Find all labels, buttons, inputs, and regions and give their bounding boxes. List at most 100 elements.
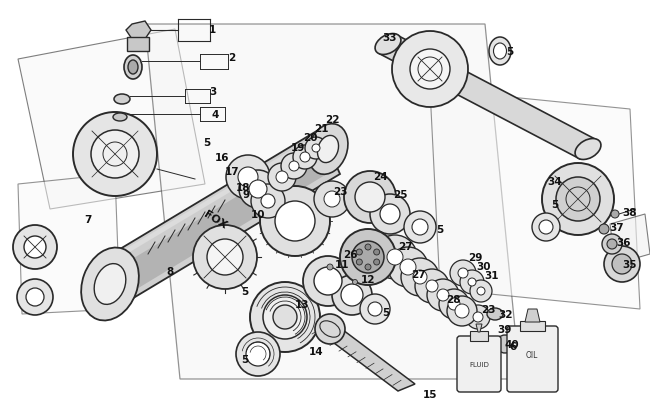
Circle shape	[612, 254, 632, 274]
Circle shape	[455, 304, 469, 318]
Ellipse shape	[113, 114, 127, 121]
Polygon shape	[610, 215, 650, 264]
Circle shape	[496, 335, 514, 353]
Ellipse shape	[128, 61, 138, 75]
Text: 36: 36	[617, 237, 631, 247]
Circle shape	[13, 226, 57, 269]
Circle shape	[289, 162, 299, 172]
Polygon shape	[127, 38, 149, 52]
Circle shape	[249, 181, 267, 198]
Polygon shape	[525, 309, 540, 322]
Text: FLUID: FLUID	[469, 361, 489, 367]
Circle shape	[91, 131, 139, 179]
Text: FOX: FOX	[202, 209, 228, 230]
Circle shape	[380, 205, 400, 224]
Circle shape	[355, 183, 385, 213]
Ellipse shape	[308, 124, 348, 175]
Circle shape	[352, 280, 358, 285]
Text: 34: 34	[548, 177, 562, 187]
Text: 27: 27	[411, 269, 425, 279]
Circle shape	[427, 279, 459, 311]
Polygon shape	[520, 321, 545, 331]
Circle shape	[539, 220, 553, 234]
Polygon shape	[18, 30, 205, 209]
Circle shape	[246, 342, 270, 366]
Text: 14: 14	[309, 346, 323, 356]
Circle shape	[238, 168, 258, 188]
Text: 26: 26	[343, 249, 358, 259]
Circle shape	[24, 237, 46, 258]
Circle shape	[611, 211, 619, 218]
Text: 2: 2	[228, 53, 235, 63]
Circle shape	[387, 249, 403, 265]
Circle shape	[268, 164, 296, 192]
Circle shape	[226, 156, 270, 200]
Circle shape	[470, 280, 492, 302]
Circle shape	[305, 138, 327, 160]
Circle shape	[315, 314, 345, 344]
Circle shape	[73, 113, 157, 196]
Text: 23: 23	[481, 304, 495, 314]
Text: 25: 25	[393, 190, 408, 200]
Ellipse shape	[94, 264, 126, 305]
Circle shape	[468, 278, 476, 286]
Circle shape	[300, 153, 310, 162]
Ellipse shape	[575, 139, 601, 160]
Circle shape	[276, 172, 288, 183]
Circle shape	[413, 270, 427, 284]
Text: 13: 13	[294, 299, 309, 309]
Circle shape	[239, 171, 277, 209]
Text: OIL: OIL	[526, 350, 538, 358]
Circle shape	[365, 264, 371, 270]
Circle shape	[473, 312, 483, 322]
Text: 31: 31	[485, 270, 499, 280]
Text: 8: 8	[166, 266, 174, 276]
Text: 23: 23	[333, 187, 347, 196]
Text: 6: 6	[510, 341, 517, 351]
Text: 32: 32	[499, 309, 514, 319]
Text: 30: 30	[476, 261, 491, 271]
Polygon shape	[126, 22, 151, 40]
Circle shape	[447, 296, 477, 326]
Circle shape	[314, 267, 342, 295]
Text: 15: 15	[422, 389, 437, 399]
Circle shape	[341, 284, 363, 306]
Circle shape	[542, 164, 614, 235]
Circle shape	[556, 177, 600, 222]
Text: 11: 11	[335, 259, 349, 269]
Text: 9: 9	[242, 190, 250, 200]
Text: 37: 37	[610, 222, 624, 232]
Circle shape	[261, 194, 275, 209]
Circle shape	[370, 194, 410, 234]
Text: 17: 17	[225, 166, 239, 177]
Text: 27: 27	[398, 241, 412, 252]
Text: 10: 10	[251, 209, 265, 220]
Circle shape	[412, 220, 428, 235]
Circle shape	[426, 280, 438, 292]
Circle shape	[360, 294, 390, 324]
Polygon shape	[97, 132, 328, 277]
Circle shape	[275, 202, 315, 241]
Circle shape	[327, 264, 333, 270]
Text: 18: 18	[236, 183, 250, 192]
Polygon shape	[145, 25, 520, 379]
Ellipse shape	[375, 34, 401, 55]
Ellipse shape	[489, 38, 511, 66]
Circle shape	[401, 258, 439, 296]
Circle shape	[263, 295, 307, 339]
Circle shape	[460, 270, 484, 294]
Circle shape	[303, 256, 353, 306]
Polygon shape	[18, 175, 120, 314]
Circle shape	[344, 172, 396, 224]
Ellipse shape	[81, 248, 139, 321]
Text: 1: 1	[209, 25, 216, 35]
Text: 39: 39	[498, 324, 512, 334]
Circle shape	[374, 249, 380, 256]
Circle shape	[477, 287, 485, 295]
Polygon shape	[476, 324, 482, 332]
Circle shape	[373, 235, 417, 279]
Circle shape	[368, 302, 382, 316]
Text: 5: 5	[203, 138, 211, 148]
Circle shape	[602, 234, 622, 254]
Circle shape	[207, 239, 243, 275]
